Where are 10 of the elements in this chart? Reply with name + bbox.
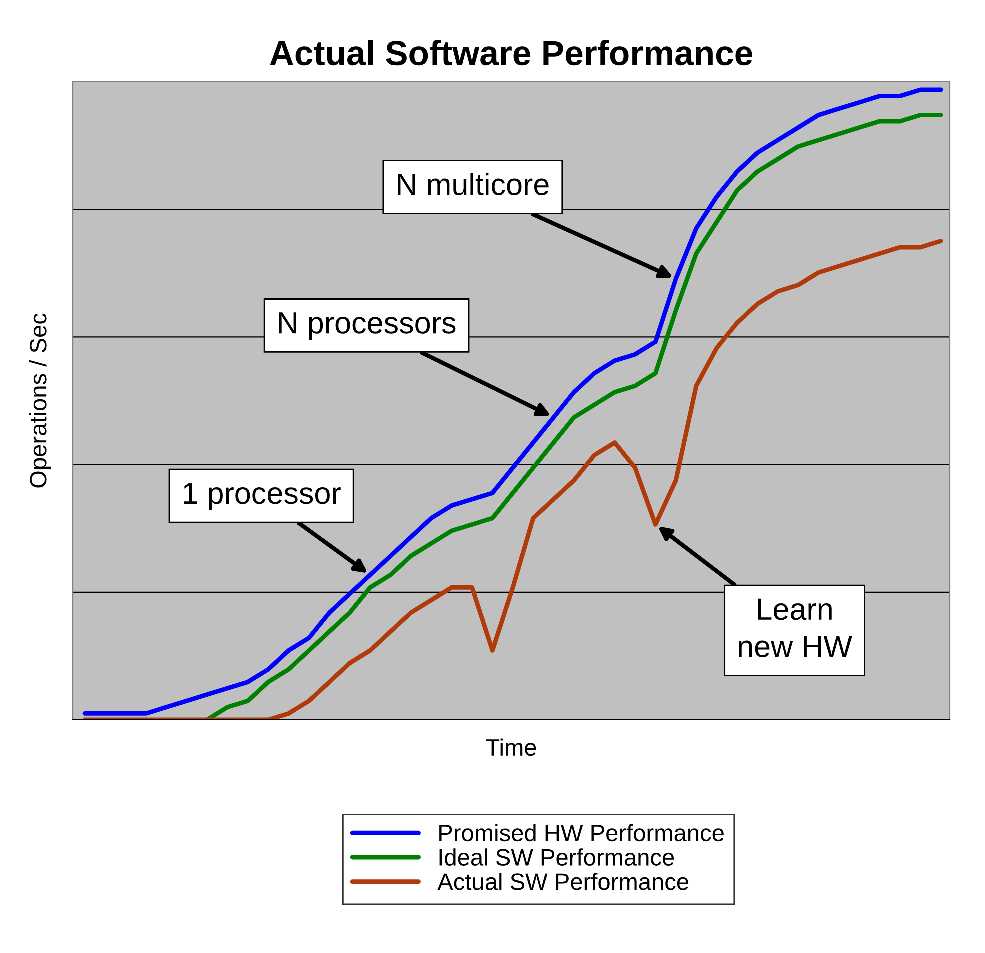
annotation: N multicore: [398, 173, 549, 196]
annotation: 1 processor: [184, 482, 341, 510]
y-axis-title: Operations / Sec: [29, 314, 52, 488]
legend-label: Promised HW Performance: [440, 824, 724, 842]
legend-label: Actual SW Performance: [438, 872, 689, 890]
annotation: N processors: [279, 312, 456, 340]
annotation: Learn new HW: [739, 598, 852, 658]
legend-label: Ideal SW Performance: [440, 848, 674, 866]
chart-title: Actual Software Performance: [270, 40, 752, 66]
x-axis-title: Time: [486, 738, 536, 756]
